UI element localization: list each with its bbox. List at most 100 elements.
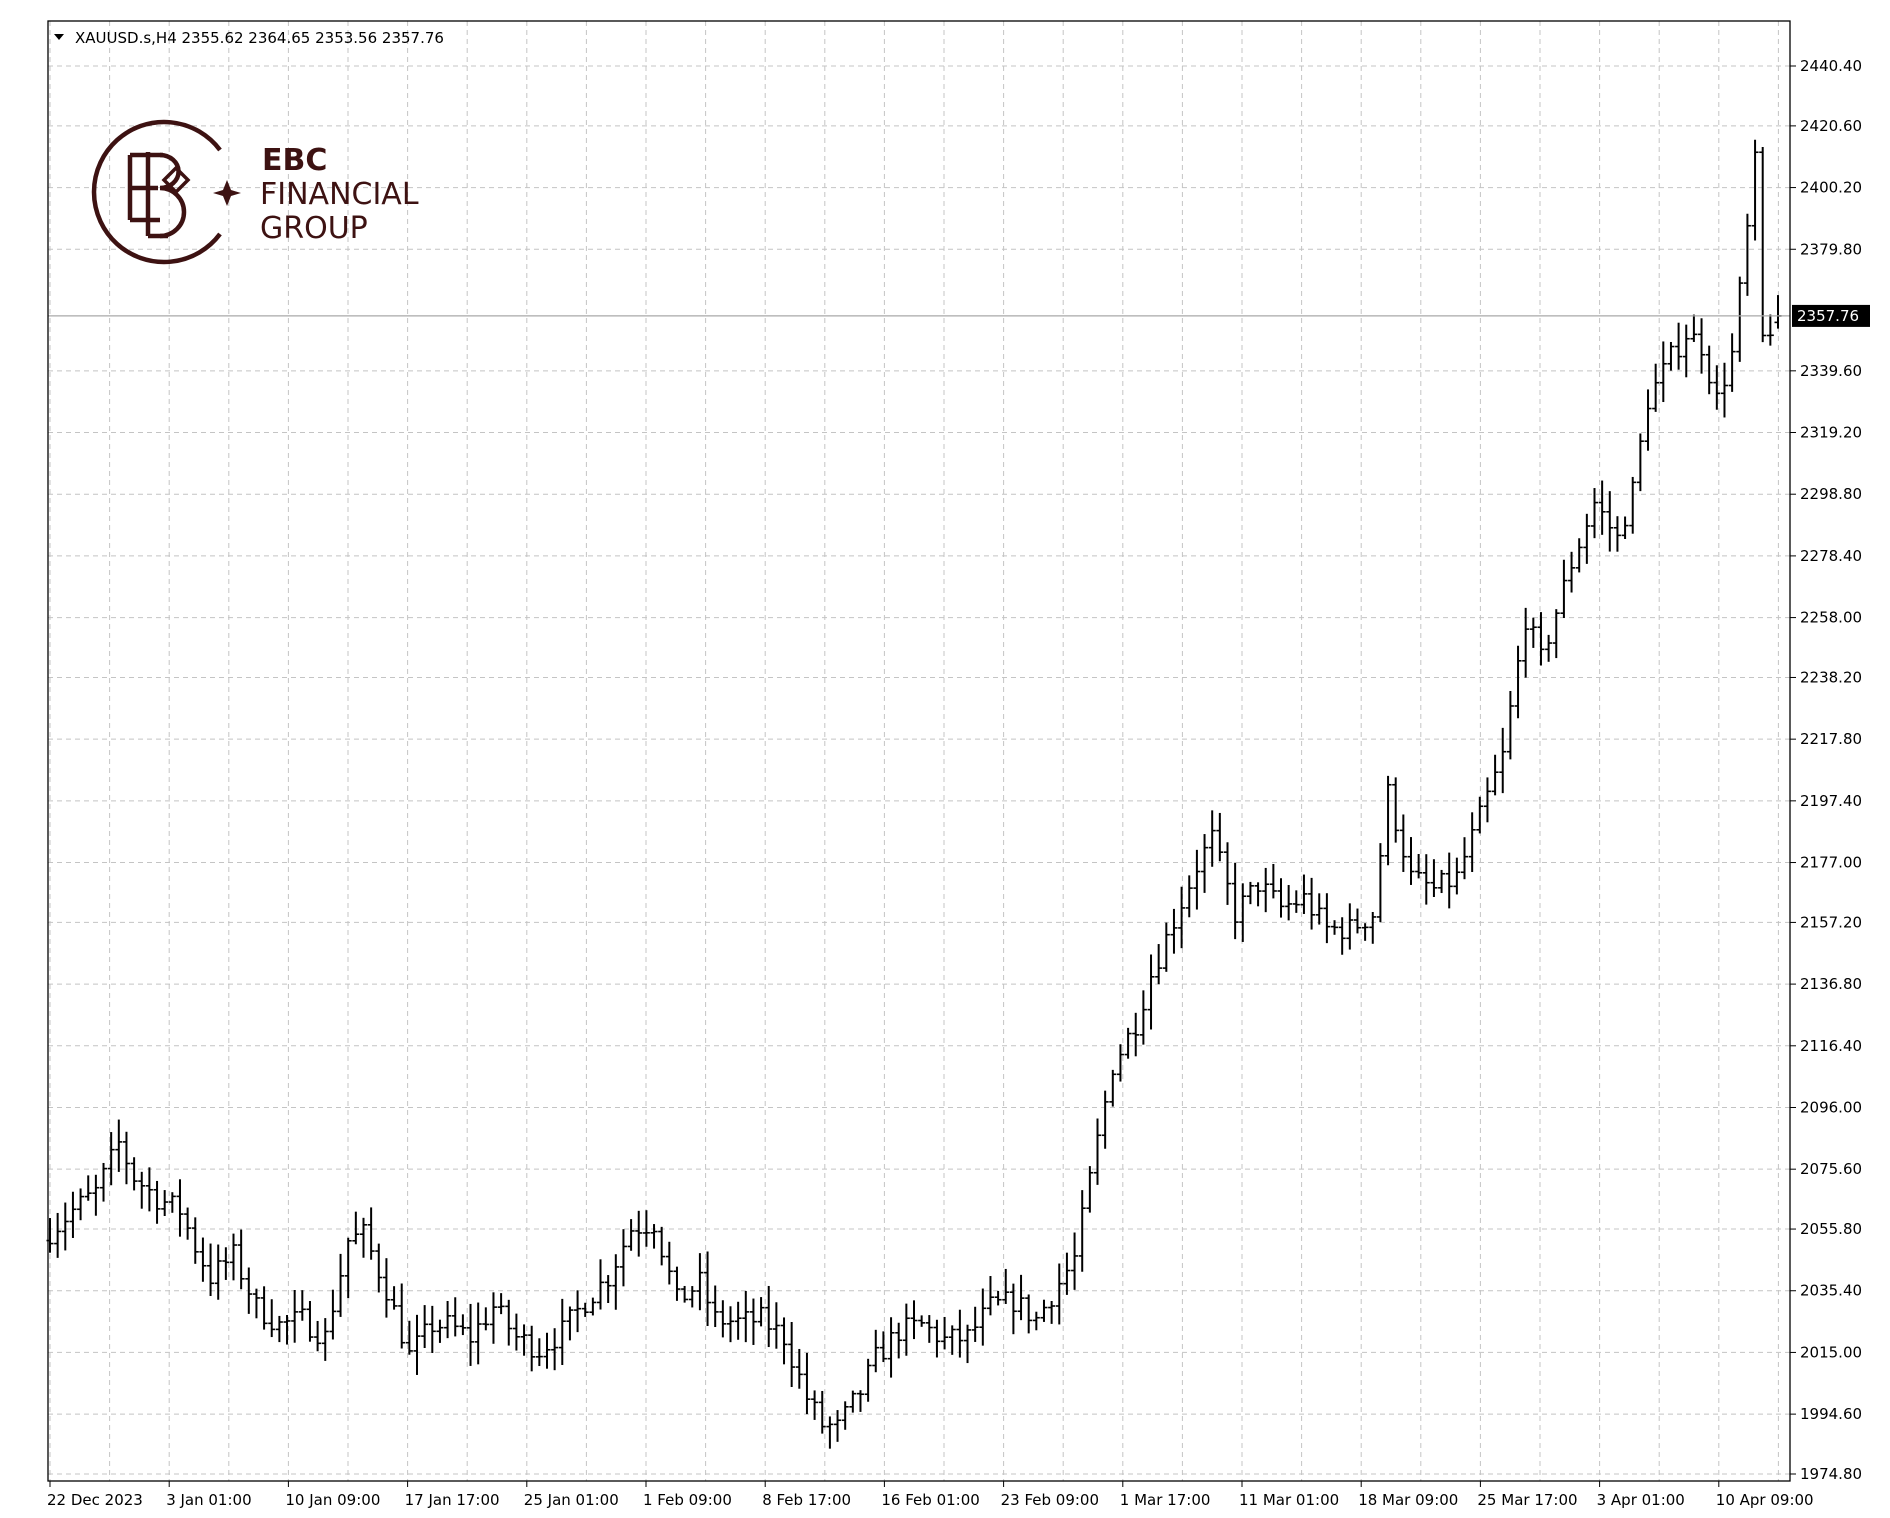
ohlc-bar <box>122 1131 130 1185</box>
ohlc-bar <box>788 1321 796 1388</box>
ohlc-bar <box>1575 538 1583 573</box>
y-tick-label: 2217.80 <box>1800 730 1862 748</box>
ohlc-bar <box>581 1302 589 1317</box>
ohlc-bar <box>77 1188 85 1221</box>
ohlc-bar <box>1262 867 1270 913</box>
ohlc-bar <box>145 1167 153 1212</box>
ohlc-bar <box>1323 893 1331 944</box>
ohlc-bar <box>650 1224 658 1249</box>
ohlc-bar <box>1667 341 1675 371</box>
ohlc-bar <box>856 1390 864 1412</box>
ohlc-bar <box>910 1300 918 1340</box>
ohlc-bar <box>1506 690 1514 760</box>
ohlc-bar <box>130 1157 138 1191</box>
ohlc-bar <box>1300 874 1308 914</box>
x-tick-label: 10 Jan 09:00 <box>285 1491 380 1509</box>
x-tick-label: 25 Jan 01:00 <box>524 1491 619 1509</box>
plot-frame <box>47 20 1791 1482</box>
ohlc-bar <box>1132 1012 1140 1057</box>
ohlc-bar <box>619 1229 627 1287</box>
ohlc-bar <box>298 1290 306 1321</box>
ohlc-bar <box>1751 139 1759 241</box>
ohlc-bar <box>482 1307 490 1331</box>
ohlc-bar <box>528 1325 536 1372</box>
ohlc-bar <box>1545 634 1553 662</box>
ohlc-bar <box>1698 318 1706 374</box>
ohlc-bar <box>956 1309 964 1358</box>
ohlc-bar <box>994 1290 1002 1306</box>
y-tick-label: 2157.20 <box>1800 913 1862 931</box>
ohlc-bar <box>1644 389 1652 451</box>
y-tick-label: 2096.00 <box>1800 1098 1862 1116</box>
ohlc-bar <box>742 1290 750 1343</box>
ohlc-bar <box>398 1283 406 1349</box>
ohlc-bar <box>535 1338 543 1367</box>
ohlc-bar <box>1422 854 1430 905</box>
ohlc-bar <box>405 1320 413 1355</box>
y-tick-label: 1974.80 <box>1800 1465 1862 1483</box>
x-tick-label: 3 Apr 01:00 <box>1597 1491 1685 1509</box>
ohlc-bar <box>1078 1190 1086 1272</box>
ohlc-bar <box>1384 775 1392 866</box>
ohlc-bar <box>1009 1283 1017 1335</box>
ohlc-bar <box>153 1180 161 1224</box>
ohlc-bar <box>1560 559 1568 618</box>
ohlc-bar <box>1353 908 1361 934</box>
ohlc-bar <box>948 1325 956 1355</box>
ohlc-bar <box>268 1299 276 1338</box>
ohlc-bar <box>138 1171 146 1209</box>
ebc-logo: EBC FINANCIAL GROUP <box>91 119 419 265</box>
ebc-monogram-icon <box>91 119 222 265</box>
ohlc-bar <box>1659 341 1667 403</box>
ohlc-bar <box>696 1253 704 1311</box>
x-tick-label: 18 Mar 09:00 <box>1358 1491 1458 1509</box>
ohlc-bar <box>734 1301 742 1340</box>
ohlc-bar <box>275 1315 283 1343</box>
ohlc-bar <box>1682 324 1690 378</box>
ohlc-bar <box>1606 491 1614 552</box>
ohlc-bar <box>337 1253 345 1317</box>
y-tick-label: 2177.00 <box>1800 854 1862 872</box>
y-tick-label: 2339.60 <box>1800 362 1862 380</box>
ohlc-bar <box>260 1286 268 1330</box>
ohlc-bar <box>879 1331 887 1363</box>
ohlc-bar <box>459 1314 467 1336</box>
ohlc-bar <box>704 1251 712 1326</box>
ohlc-bar <box>642 1210 650 1247</box>
ohlc-bar <box>1537 612 1545 666</box>
ohlc-bar <box>971 1306 979 1342</box>
ohlc-bar <box>252 1288 260 1319</box>
ohlc-bar <box>1101 1090 1109 1149</box>
ohlc-bar <box>306 1301 314 1342</box>
ohlc-bar <box>413 1314 421 1375</box>
ohlc-bar <box>1369 911 1377 944</box>
ohlc-bar <box>451 1297 459 1337</box>
ohlc-bar <box>176 1179 184 1237</box>
x-tick-label: 23 Feb 09:00 <box>1001 1491 1099 1509</box>
ohlc-bar <box>574 1290 582 1333</box>
ohlc-bar <box>1254 882 1262 907</box>
ohlc-bar <box>1201 834 1209 893</box>
ohlc-bar <box>390 1286 398 1310</box>
ohlc-bar <box>780 1317 788 1365</box>
ohlc-bar <box>444 1301 452 1339</box>
ohlc-bar <box>1468 812 1476 872</box>
ohlc-bar <box>1613 516 1621 552</box>
ohlc-bar <box>1071 1232 1079 1290</box>
ohlc-bar <box>589 1297 597 1316</box>
ohlc-bar <box>54 1212 62 1258</box>
x-tick-label: 25 Mar 17:00 <box>1477 1491 1577 1509</box>
chevron-down-icon[interactable] <box>54 34 64 40</box>
y-tick-label: 2197.40 <box>1800 792 1862 810</box>
ohlc-bar <box>1621 516 1629 539</box>
ohlc-bar <box>207 1243 215 1297</box>
y-tick-label: 1994.60 <box>1800 1405 1862 1423</box>
ohlc-bar <box>1170 908 1178 954</box>
ohlc-bar <box>1407 837 1415 885</box>
ohlc-bars <box>46 139 1782 1449</box>
x-tick-label: 16 Feb 01:00 <box>881 1491 979 1509</box>
ohlc-bar <box>1568 551 1576 593</box>
ohlc-bar <box>543 1332 551 1369</box>
y-tick-label: 2055.80 <box>1800 1220 1862 1238</box>
